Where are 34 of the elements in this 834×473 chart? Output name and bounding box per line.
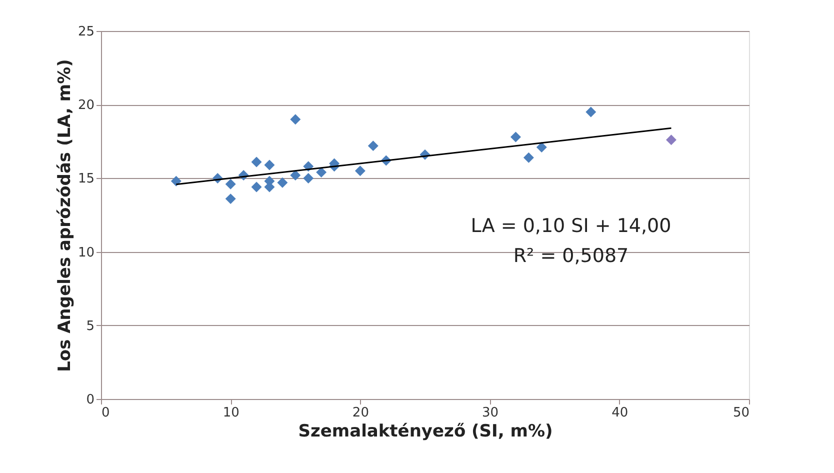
- point: [225, 178, 236, 190]
- y-tick-label: 10: [78, 245, 94, 260]
- point: [586, 106, 596, 118]
- x-tick-label: 40: [612, 406, 628, 420]
- x-tick-label: 30: [482, 406, 499, 420]
- x-tick-label: 20: [352, 406, 369, 420]
- point: [368, 140, 378, 152]
- y-tick-label: 20: [78, 98, 94, 114]
- point: [536, 142, 547, 153]
- annotation: R² = 0,5087: [513, 245, 629, 267]
- point: [523, 152, 534, 163]
- point: [170, 176, 182, 186]
- x-tick-label: 0: [102, 406, 110, 420]
- point: [510, 132, 521, 142]
- point: [251, 156, 262, 168]
- point: [354, 166, 366, 176]
- x-tick-label: 10: [222, 406, 240, 420]
- y-tick-label: 15: [78, 172, 94, 187]
- y-tick-label: 0: [86, 392, 94, 408]
- point: [316, 167, 327, 178]
- x-axis-title: Szemalaktényező (SI, m%): [298, 422, 553, 442]
- x-tick-label: 50: [732, 406, 750, 420]
- y-axis-title: Los Angeles aprózódás (LA, m%): [54, 59, 75, 372]
- point: [277, 177, 288, 188]
- point: [303, 172, 314, 184]
- point: [251, 182, 262, 192]
- point: [290, 170, 301, 180]
- point: [264, 160, 275, 170]
- point: [290, 114, 301, 125]
- point: [666, 134, 676, 146]
- y-tick-label: 5: [86, 318, 94, 334]
- y-tick-label: 25: [78, 24, 94, 40]
- annotation: LA = 0,10 SI + 14,00: [470, 215, 672, 237]
- point: [225, 194, 236, 204]
